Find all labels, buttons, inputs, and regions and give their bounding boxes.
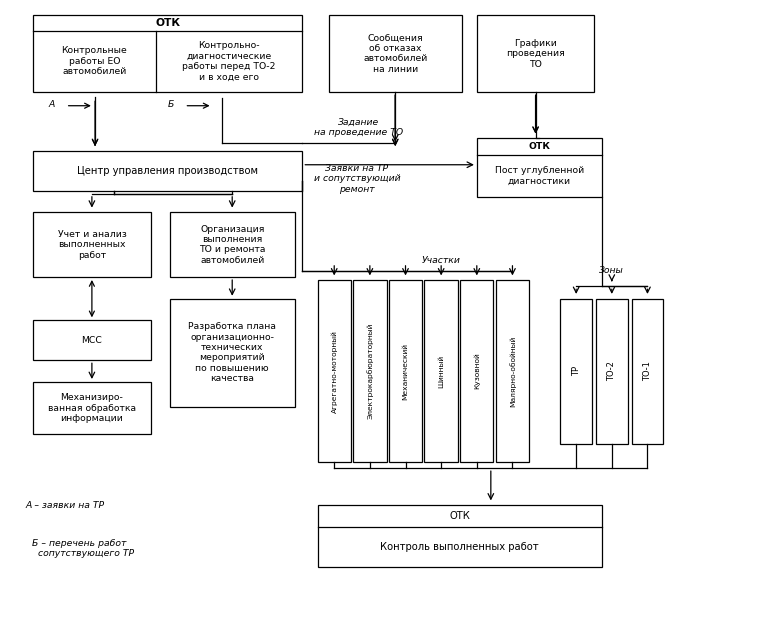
Bar <box>318 280 351 462</box>
Bar <box>170 212 295 277</box>
Text: Агрегатно-моторный: Агрегатно-моторный <box>331 330 338 412</box>
Bar <box>560 299 592 443</box>
Text: ОТК: ОТК <box>449 511 470 521</box>
Text: Участки: Участки <box>422 256 461 265</box>
Text: А: А <box>49 100 55 109</box>
Text: Б – перечень работ
    сопутствующего ТР: Б – перечень работ сопутствующего ТР <box>25 539 134 558</box>
Bar <box>596 299 628 443</box>
Text: Кузовной: Кузовной <box>474 353 480 389</box>
Text: Малярно-обойный: Малярно-обойный <box>509 335 516 407</box>
Bar <box>496 280 529 462</box>
Text: Б: Б <box>167 100 174 109</box>
Text: Разработка плана
организационно-
технических
мероприятий
по повышению
качества: Разработка плана организационно- техниче… <box>188 322 277 383</box>
Bar <box>477 139 602 197</box>
Text: Электрокарбюраторный: Электрокарбюраторный <box>367 323 374 419</box>
Bar <box>460 280 494 462</box>
Text: Графики
проведения
ТО: Графики проведения ТО <box>507 39 565 68</box>
Text: Механизиро-
ванная обработка
информации: Механизиро- ванная обработка информации <box>48 393 136 423</box>
Bar <box>33 151 303 191</box>
Text: А – заявки на ТР: А – заявки на ТР <box>25 501 105 509</box>
Bar <box>170 299 295 407</box>
Text: Центр управления производством: Центр управления производством <box>77 165 258 176</box>
Text: Задание
на проведение ТО: Задание на проведение ТО <box>314 118 403 137</box>
Bar <box>477 15 594 92</box>
Bar <box>632 299 663 443</box>
Text: Учет и анализ
выполненных
работ: Учет и анализ выполненных работ <box>57 230 126 259</box>
Text: Зоны: Зоны <box>600 266 624 276</box>
Text: Организация
выполнения
ТО и ремонта
автомобилей: Организация выполнения ТО и ремонта авто… <box>199 225 265 265</box>
Text: Шинный: Шинный <box>439 355 444 388</box>
Text: ТО-1: ТО-1 <box>643 361 652 381</box>
Bar <box>33 382 151 434</box>
Text: Контроль выполненных работ: Контроль выполненных работ <box>380 542 539 552</box>
Bar <box>389 280 422 462</box>
Text: Контрольные
работы ЕО
автомобилей: Контрольные работы ЕО автомобилей <box>61 47 128 77</box>
Bar <box>33 15 303 92</box>
Text: Заявки на ТР
и сопутствующий
ремонт: Заявки на ТР и сопутствующий ремонт <box>314 164 400 193</box>
Bar <box>318 505 602 567</box>
Text: ТР: ТР <box>571 366 581 376</box>
Text: ОТК: ОТК <box>529 142 550 151</box>
Text: Пост углубленной
диагностики: Пост углубленной диагностики <box>495 166 584 185</box>
Text: Сообщения
об отказах
автомобилей
на линии: Сообщения об отказах автомобилей на лини… <box>363 34 428 74</box>
Text: ОТК: ОТК <box>155 18 180 28</box>
Text: ТО-2: ТО-2 <box>607 361 617 381</box>
Bar <box>33 212 151 277</box>
Bar <box>425 280 458 462</box>
Text: Контрольно-
диагностические
работы перед ТО-2
и в ходе его: Контрольно- диагностические работы перед… <box>183 41 276 81</box>
Bar <box>329 15 461 92</box>
Text: МСС: МСС <box>82 336 102 345</box>
Bar <box>353 280 387 462</box>
Text: Механический: Механический <box>403 343 409 399</box>
Bar <box>33 320 151 360</box>
